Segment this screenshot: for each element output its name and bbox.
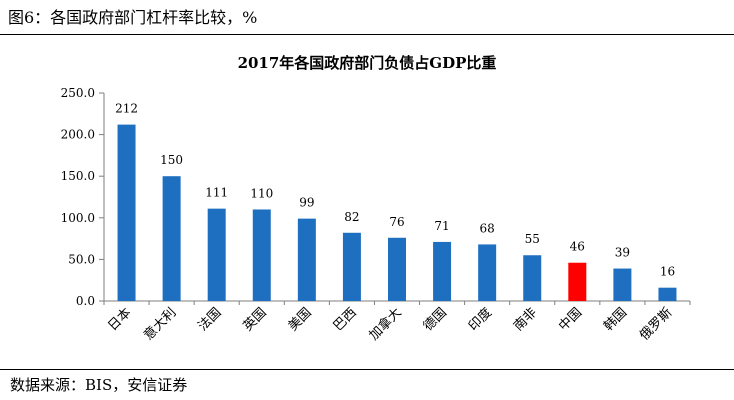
category-label: 美国 xyxy=(286,305,315,334)
bar xyxy=(388,237,406,301)
bar xyxy=(297,218,316,301)
category-labels: 日本 意大利 法国 英国 美国 巴西 加拿大 德国 印度 南非 中国 韩国 俄罗斯 xyxy=(103,301,691,344)
bars xyxy=(117,124,677,301)
category-label: 法国 xyxy=(196,305,225,334)
bar xyxy=(162,176,181,301)
value-label: 46 xyxy=(570,240,585,254)
category-label: 英国 xyxy=(241,305,270,334)
value-label: 55 xyxy=(525,232,540,246)
category-label: 巴西 xyxy=(331,305,360,334)
category-label: 日本 xyxy=(105,305,134,334)
bar xyxy=(478,244,497,301)
bar xyxy=(117,124,136,301)
y-tick-label: 50.0 xyxy=(68,252,95,266)
top-rule xyxy=(0,34,734,35)
category-label: 印度 xyxy=(465,305,495,335)
chart-title: 2017年各国政府部门负债占GDP比重 xyxy=(238,54,497,72)
bar xyxy=(613,268,632,301)
value-label: 212 xyxy=(115,102,138,116)
bar xyxy=(207,208,226,301)
y-tick-label: 250.0 xyxy=(61,86,95,100)
y-axis-ticks: 0.0 50.0 100.0 150.0 200.0 250.0 xyxy=(61,86,104,308)
y-tick-label: 0.0 xyxy=(76,294,95,308)
source-note: 数据来源：BIS，安信证券 xyxy=(10,376,188,394)
value-label: 150 xyxy=(160,153,183,167)
value-label: 111 xyxy=(205,186,228,200)
y-tick-label: 200.0 xyxy=(61,128,95,142)
bar xyxy=(523,255,542,301)
category-label: 中国 xyxy=(556,305,585,334)
bottom-rule xyxy=(0,369,734,370)
figure-caption: 图6：各国政府部门杠杆率比较，% xyxy=(8,8,258,27)
value-label: 16 xyxy=(660,265,675,279)
category-label: 德国 xyxy=(421,305,450,334)
value-label: 68 xyxy=(480,221,495,235)
value-label: 76 xyxy=(389,215,404,229)
category-label: 意大利 xyxy=(141,305,180,344)
value-label: 39 xyxy=(615,246,630,260)
value-label: 99 xyxy=(299,196,314,210)
value-label: 71 xyxy=(434,219,449,233)
category-label: 南非 xyxy=(510,305,540,335)
category-label: 俄罗斯 xyxy=(637,305,675,343)
category-label: 韩国 xyxy=(601,305,630,334)
bar xyxy=(568,262,587,301)
bar xyxy=(433,241,452,301)
y-tick-label: 150.0 xyxy=(61,169,95,183)
value-label: 82 xyxy=(344,210,359,224)
bar xyxy=(658,287,677,301)
y-tick-label: 100.0 xyxy=(61,211,95,225)
bar xyxy=(342,232,361,301)
category-label: 加拿大 xyxy=(366,305,405,344)
bar xyxy=(252,209,271,301)
value-labels: 212 150 111 110 99 82 76 71 68 55 46 39 16 xyxy=(115,102,675,279)
value-label: 110 xyxy=(250,186,273,200)
